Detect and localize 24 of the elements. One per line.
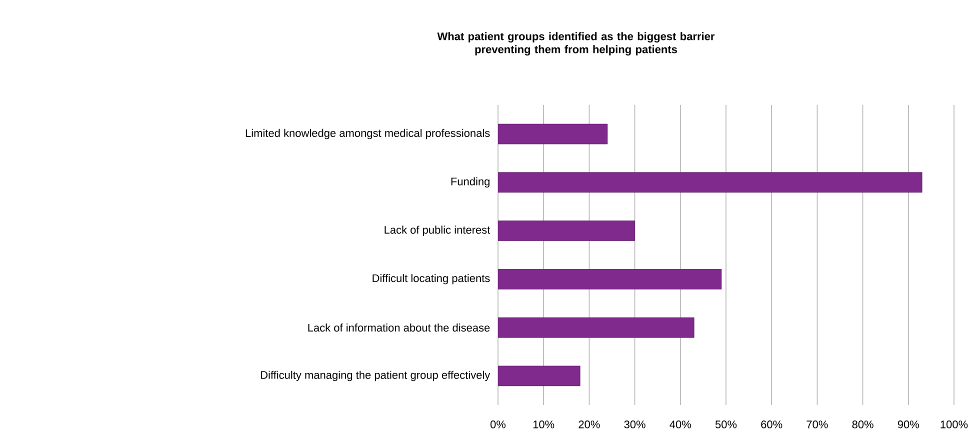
x-tick-label: 100% bbox=[940, 420, 968, 428]
bar bbox=[498, 366, 580, 386]
y-tick-label: Difficult locating patients bbox=[372, 274, 490, 284]
x-tick-label: 60% bbox=[761, 420, 782, 428]
y-tick-label: Funding bbox=[451, 177, 490, 188]
x-tick-label: 80% bbox=[852, 420, 874, 428]
y-tick-label: Lack of public interest bbox=[384, 226, 490, 236]
chart-title: What patient groups identified as the biggest barrier preventing them from helping patients bbox=[437, 32, 715, 56]
x-tick-label: 20% bbox=[578, 420, 600, 428]
x-tick-label: 30% bbox=[624, 420, 646, 428]
y-tick-label: Lack of information about the disease bbox=[308, 324, 490, 332]
x-tick-label: 90% bbox=[898, 420, 919, 428]
x-tick-label: 0% bbox=[490, 420, 506, 428]
x-tick-label: 50% bbox=[715, 420, 737, 428]
y-tick-label: Limited knowledge amongst medical professionals bbox=[246, 128, 490, 140]
bar bbox=[498, 220, 635, 241]
bar bbox=[498, 172, 922, 193]
bar bbox=[498, 124, 608, 144]
x-tick-label: 70% bbox=[806, 420, 828, 428]
y-tick-label: Difficulty managing the patient group effectively bbox=[260, 370, 490, 382]
x-tick-label: 10% bbox=[533, 420, 554, 428]
bar bbox=[498, 268, 722, 290]
x-tick-label: 40% bbox=[670, 420, 692, 428]
bar bbox=[498, 317, 694, 338]
